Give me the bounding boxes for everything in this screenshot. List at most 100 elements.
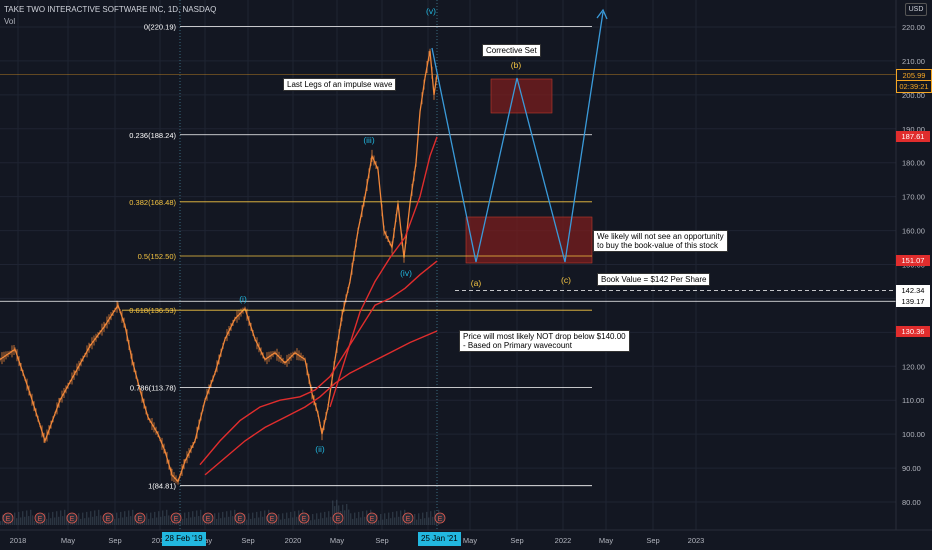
volume-bar [422, 512, 424, 525]
earnings-label: E [206, 516, 211, 523]
earnings-marker: E [66, 512, 78, 524]
price-tag-line: 142.34 [896, 285, 930, 296]
volume-bar [200, 509, 202, 525]
volume-bar [50, 518, 52, 525]
volume-bar [216, 518, 218, 525]
volume-bar [224, 517, 226, 525]
volume-bar [348, 509, 350, 525]
time-tick-label: May [330, 536, 344, 545]
volume-bar [312, 514, 314, 525]
time-tick-label: 2019 [152, 536, 169, 545]
volume-bar [2, 514, 4, 525]
currency-button[interactable]: USD [905, 3, 927, 16]
volume-bar [386, 518, 388, 525]
earnings-icon [434, 512, 446, 524]
time-tick-label: May [61, 536, 75, 545]
volume-bar [286, 512, 288, 525]
volume-bar [390, 518, 392, 525]
volume-bar [34, 521, 36, 525]
earnings-icon [170, 512, 182, 524]
wave-labels: (i) (ii) (iii) (iv) (v) (a) (b) (c) [239, 6, 571, 454]
volume-bar [250, 518, 252, 525]
earnings-label: E [270, 516, 275, 523]
volume-bar [282, 513, 284, 525]
wave-label-c: (c) [561, 275, 571, 285]
volume-bar [136, 521, 138, 525]
volume-bar [86, 511, 88, 525]
earnings-icon [234, 512, 246, 524]
earnings-label: E [6, 516, 11, 523]
volume-bar [280, 519, 282, 525]
volume-bar [64, 509, 66, 525]
volume-bar [20, 517, 22, 525]
volume-bar [330, 516, 332, 525]
earnings-icon [298, 512, 310, 524]
volume-bar [414, 514, 416, 525]
volume-bar [12, 518, 14, 525]
price-tick-label: 80.00 [902, 498, 921, 507]
fib-label: 0(220.19) [144, 22, 177, 31]
volume-bar [124, 511, 126, 525]
price-tick-label: 120.00 [902, 362, 925, 371]
volume-bar [254, 518, 256, 525]
price-tag-countdown: 02:39:21 [896, 80, 932, 93]
earnings-marker: E [266, 512, 278, 524]
volume-bar [260, 511, 262, 525]
time-tick-label: 2020 [285, 536, 302, 545]
volume-bar [96, 516, 98, 525]
volume-bar [284, 518, 286, 525]
impulse-note: Last Legs of an impulse wave [283, 78, 397, 91]
volume-bar [352, 518, 354, 525]
fib-label: 0.382(168.48) [129, 198, 176, 207]
time-tick-label: May [599, 536, 613, 545]
volume-bar [364, 516, 366, 525]
volume-bar [316, 513, 318, 525]
earnings-marker: E [402, 512, 414, 524]
volume-bar [222, 511, 224, 525]
volume-bar [346, 504, 348, 525]
volume-bar [432, 516, 434, 525]
chart-grid [0, 0, 896, 530]
volume-bar [154, 511, 156, 525]
volume-bar [162, 510, 164, 525]
volume-bar [374, 521, 376, 525]
price-tick-label: 210.00 [902, 57, 925, 66]
earnings-label: E [106, 516, 111, 523]
fib-label: 0.236(188.24) [129, 131, 176, 140]
volume-bar [88, 517, 90, 525]
volume-bar [128, 510, 130, 525]
chart-title: TAKE TWO INTERACTIVE SOFTWARE INC, 1D, N… [4, 5, 217, 14]
volume-bar [66, 515, 68, 525]
volume-bar [76, 519, 78, 525]
volume-bar [262, 516, 264, 525]
volume-bar [14, 512, 16, 525]
volume-bar [94, 510, 96, 525]
volume-bar [328, 511, 330, 525]
volume-bar [24, 516, 26, 525]
price-tag-ma: 151.07 [896, 255, 930, 267]
price-tick-label: 200.00 [902, 91, 925, 100]
volume-bar [186, 518, 188, 525]
volume-bar [196, 510, 198, 525]
volume-bar [130, 516, 132, 525]
opportunity-line-2: to buy the book-value of this stock [597, 241, 718, 250]
volume-bar [188, 511, 190, 525]
time-tick-label: 2022 [555, 536, 572, 545]
earnings-icon [34, 512, 46, 524]
volume-bar [310, 520, 312, 525]
price-tick-label: 220.00 [902, 23, 925, 32]
volume-bar [46, 518, 48, 525]
volume-bar [56, 511, 58, 525]
wave-label-ii: (ii) [315, 444, 325, 454]
volume-bar [342, 504, 344, 525]
volume-bar [378, 520, 380, 525]
volume-bar [52, 511, 54, 525]
projection-path [431, 8, 608, 263]
volume-bar [314, 519, 316, 525]
price-floor-line-1: Price will most likely NOT drop below $1… [463, 332, 626, 341]
volume-bar [412, 520, 414, 525]
wave-label-v: (v) [426, 6, 436, 16]
earnings-label: E [302, 516, 307, 523]
volume-bar [60, 510, 62, 525]
